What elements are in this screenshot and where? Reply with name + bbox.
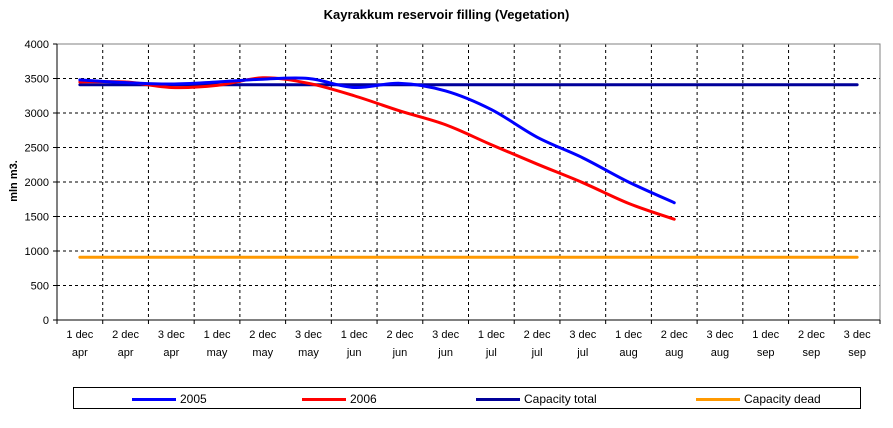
- legend-item-2005: 2005: [132, 391, 207, 407]
- chart-title: Kayrakkum reservoir filling (Vegetation): [323, 7, 570, 22]
- x-tick-label: jun: [392, 347, 408, 359]
- y-tick-label: 2000: [25, 177, 49, 189]
- x-tick-label: 2 dec: [661, 329, 688, 341]
- y-tick-label: 0: [43, 315, 49, 327]
- legend-label-2005: 2005: [180, 392, 207, 406]
- x-tick-label: 3 dec: [432, 329, 459, 341]
- x-tick-label: 1 dec: [752, 329, 779, 341]
- x-tick-label: 1 dec: [478, 329, 505, 341]
- x-tick-label: 2 dec: [524, 329, 551, 341]
- x-tick-label: aug: [711, 347, 729, 359]
- x-tick-label: apr: [72, 347, 88, 359]
- x-tick-label: 3 dec: [295, 329, 322, 341]
- x-tick-label: 2 dec: [386, 329, 413, 341]
- x-tick-label: 2 dec: [249, 329, 276, 341]
- y-tick-labels: 0 500 1000 1500 2000 2500 3000 3500 4000: [25, 39, 49, 327]
- legend-swatch-2006: [302, 398, 346, 402]
- legend-item-capacity-total: Capacity total: [476, 391, 597, 407]
- x-tick-label: 3 dec: [569, 329, 596, 341]
- x-tick-label: sep: [848, 347, 866, 359]
- x-tick-label: 1 dec: [615, 329, 642, 341]
- x-tick-label: jul: [485, 347, 497, 359]
- x-tick-label: 3 dec: [844, 329, 871, 341]
- x-tick-labels: 1 dec apr 2 dec apr 3 dec apr 1 dec may 2 dec may…: [66, 329, 871, 359]
- x-tick-label: aug: [619, 347, 637, 359]
- series-line-2006: [78, 76, 676, 221]
- x-tick-label: apr: [118, 347, 134, 359]
- x-tick-label: aug: [665, 347, 683, 359]
- legend-swatch-capacity-total: [476, 398, 520, 402]
- x-tick-label: 1 dec: [204, 329, 231, 341]
- x-tick-label: 2 dec: [112, 329, 139, 341]
- legend-label-2006: 2006: [350, 392, 377, 406]
- x-tick-label: may: [298, 347, 319, 359]
- series-line-2005: [78, 76, 676, 205]
- y-tick-label: 500: [31, 281, 49, 293]
- x-tick-label: may: [252, 347, 273, 359]
- y-axis-label: mln m3.: [8, 160, 20, 202]
- x-tick-label: jun: [346, 347, 362, 359]
- x-tick-label: 3 dec: [158, 329, 185, 341]
- y-tick-label: 3000: [25, 108, 49, 120]
- y-tick-label: 1500: [25, 212, 49, 224]
- y-tick-label: 1000: [25, 246, 49, 258]
- legend-label-capacity-total: Capacity total: [524, 392, 597, 406]
- x-tick-label: jul: [576, 347, 588, 359]
- x-tick-label: 2 dec: [798, 329, 825, 341]
- x-tick-label: sep: [757, 347, 775, 359]
- legend-label-capacity-dead: Capacity dead: [744, 392, 821, 406]
- legend-item-2006: 2006: [302, 391, 377, 407]
- legend-item-capacity-dead: Capacity dead: [696, 391, 821, 407]
- y-tick-label: 3500: [25, 74, 49, 86]
- x-tick-label: 3 dec: [707, 329, 734, 341]
- x-tick-label: sep: [803, 347, 821, 359]
- x-tick-label: jun: [437, 347, 453, 359]
- x-tick-label: may: [207, 347, 228, 359]
- y-tick-label: 4000: [25, 39, 49, 51]
- x-tick-label: 1 dec: [66, 329, 93, 341]
- series-lines: [78, 76, 859, 259]
- legend: 2005 2006 Capacity total Capacity dead: [73, 387, 861, 409]
- y-tick-label: 2500: [25, 143, 49, 155]
- x-tick-label: jul: [531, 347, 543, 359]
- x-tick-label: apr: [163, 347, 179, 359]
- legend-swatch-capacity-dead: [696, 398, 740, 402]
- x-tick-label: 1 dec: [341, 329, 368, 341]
- gridlines: [57, 43, 880, 320]
- legend-swatch-2005: [132, 398, 176, 402]
- axes: [53, 43, 881, 324]
